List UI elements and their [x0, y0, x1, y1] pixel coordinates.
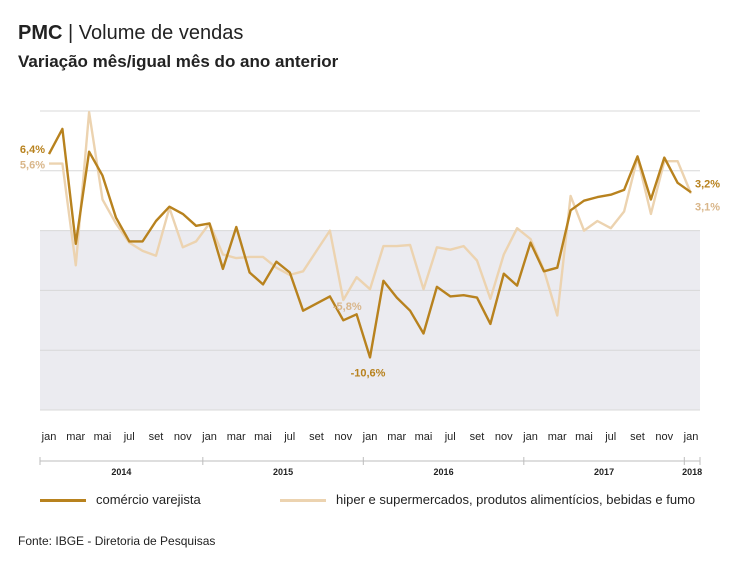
x-tick-label: mar: [66, 431, 85, 443]
x-tick-label: jan: [522, 431, 538, 443]
title-text: Volume de vendas: [78, 22, 244, 44]
legend-item-comercio: comércio varejista: [40, 492, 201, 507]
legend-swatch-main: [40, 499, 86, 503]
year-label: 2018: [682, 467, 702, 477]
series-line-0: [47, 127, 692, 359]
x-tick-label: set: [630, 431, 645, 443]
x-tick-label: jan: [201, 431, 217, 443]
x-tick-label: jul: [604, 431, 616, 443]
x-tick-label: nov: [174, 431, 192, 443]
x-tick-label: mar: [227, 431, 246, 443]
x-tick-label: mar: [548, 431, 567, 443]
title-separator: |: [68, 22, 74, 44]
data-label: -10,6%: [351, 367, 386, 379]
x-tick-label: jan: [41, 431, 57, 443]
legend-label: hiper e supermercados, produtos alimentí…: [336, 492, 696, 507]
series-line-1: [49, 110, 693, 317]
end-label: 3,2%: [695, 178, 720, 190]
legend-item-hiper: hiper e supermercados, produtos alimentí…: [280, 492, 695, 507]
x-tick-label: mai: [254, 431, 272, 443]
year-label: 2015: [273, 467, 293, 477]
x-tick-label: mar: [387, 431, 406, 443]
title-bold: PMC: [18, 22, 63, 44]
x-tick-label: set: [309, 431, 324, 443]
data-label: 6,4%: [20, 144, 45, 156]
chart-subtitle: Variação mês/igual mês do ano anterior: [18, 52, 339, 71]
x-tick-label: nov: [334, 431, 352, 443]
x-tick-label: nov: [655, 431, 673, 443]
x-tick-label: jan: [683, 431, 699, 443]
x-tick-label: mai: [415, 431, 433, 443]
year-label: 2016: [434, 467, 454, 477]
x-tick-label: jul: [123, 431, 135, 443]
data-label: 5,6%: [20, 160, 45, 172]
year-label: 2017: [594, 467, 614, 477]
line-chart: 6,4%5,6%-5,8%-10,6%3,2%3,1%jan mar mai jul s…: [20, 110, 720, 477]
page-title: PMC | Volume de vendas: [18, 22, 243, 45]
x-tick-label: set: [149, 431, 164, 443]
x-tick-label: mai: [575, 431, 593, 443]
negative-band: [40, 230, 700, 410]
year-label: 2014: [111, 467, 131, 477]
x-tick-label: jul: [444, 431, 456, 443]
x-tick-label: jan: [362, 431, 378, 443]
x-tick-label: set: [470, 431, 485, 443]
legend-swatch-light: [280, 499, 326, 503]
end-label: 3,1%: [695, 202, 720, 214]
x-tick-label: jul: [283, 431, 295, 443]
source-note: Fonte: IBGE - Diretoria de Pesquisas: [18, 534, 216, 548]
x-tick-label: mai: [94, 431, 112, 443]
legend-label: comércio varejista: [96, 492, 201, 507]
data-label: -5,8%: [333, 301, 362, 313]
x-tick-label: nov: [495, 431, 513, 443]
